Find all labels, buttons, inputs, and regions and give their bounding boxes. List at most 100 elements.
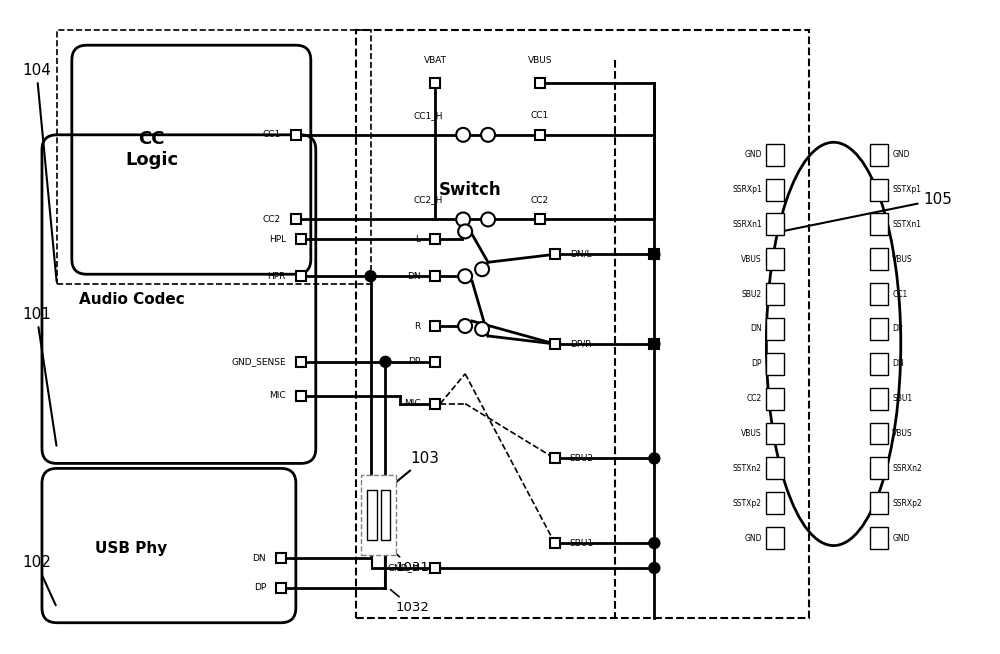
Text: 102: 102	[22, 555, 56, 605]
Circle shape	[458, 224, 472, 238]
Bar	[367, 490, 377, 540]
Circle shape	[475, 262, 489, 276]
Text: GND: GND	[744, 150, 762, 159]
Bar	[870, 179, 888, 201]
Text: SBU2: SBU2	[742, 290, 762, 299]
Bar	[291, 130, 301, 140]
Text: DP/R: DP/R	[570, 339, 591, 349]
Text: GND_M: GND_M	[387, 564, 420, 572]
Bar	[276, 553, 286, 563]
Bar	[430, 357, 440, 367]
Text: VBAT: VBAT	[424, 56, 447, 65]
Text: CC2: CC2	[747, 394, 762, 404]
Bar	[430, 234, 440, 245]
Text: USB Phy: USB Phy	[95, 541, 168, 555]
Circle shape	[481, 213, 495, 226]
Text: CC2_H: CC2_H	[414, 196, 443, 205]
Text: SSRXn2: SSRXn2	[892, 464, 922, 473]
Bar	[361, 475, 396, 555]
Bar	[550, 249, 560, 259]
Text: VBUS: VBUS	[741, 255, 762, 264]
Bar	[430, 321, 440, 331]
Bar	[766, 179, 784, 201]
Text: GND_SENSE: GND_SENSE	[231, 357, 286, 366]
Text: SSRXp1: SSRXp1	[732, 185, 762, 194]
Text: R: R	[414, 322, 420, 330]
Text: VBUS: VBUS	[528, 56, 552, 65]
Circle shape	[475, 322, 489, 336]
Bar	[296, 271, 306, 281]
Circle shape	[456, 128, 470, 142]
Circle shape	[649, 453, 660, 464]
Circle shape	[649, 538, 660, 549]
Text: 101: 101	[22, 307, 56, 446]
Text: SBU1: SBU1	[570, 539, 594, 547]
Text: VBUS: VBUS	[892, 255, 913, 264]
Bar	[766, 283, 784, 305]
Text: GND: GND	[892, 150, 910, 159]
Bar	[766, 527, 784, 549]
Circle shape	[458, 269, 472, 283]
Bar	[766, 422, 784, 445]
Bar	[870, 213, 888, 235]
Text: CC1: CC1	[531, 111, 549, 120]
Bar	[870, 492, 888, 514]
Text: HPR: HPR	[268, 271, 286, 281]
Bar	[870, 422, 888, 445]
Text: VBUS: VBUS	[741, 429, 762, 438]
Text: DN: DN	[750, 324, 762, 334]
Bar	[649, 339, 659, 349]
Text: 105: 105	[770, 192, 952, 234]
Bar	[430, 271, 440, 281]
Text: SSTXp1: SSTXp1	[892, 185, 921, 194]
Text: 103: 103	[385, 451, 439, 492]
Text: CC1_H: CC1_H	[414, 111, 443, 120]
Circle shape	[649, 339, 660, 349]
Text: CC1: CC1	[263, 130, 281, 139]
Circle shape	[649, 249, 660, 260]
Bar	[870, 457, 888, 479]
Text: CC2: CC2	[531, 196, 549, 205]
Bar	[870, 353, 888, 375]
Circle shape	[458, 319, 472, 333]
Bar	[276, 583, 286, 593]
Bar	[430, 399, 440, 409]
Text: HPL: HPL	[269, 235, 286, 244]
Bar	[535, 130, 545, 140]
Text: 104: 104	[22, 63, 57, 281]
Text: MIC: MIC	[404, 399, 420, 408]
Bar	[766, 388, 784, 409]
Circle shape	[649, 562, 660, 574]
Bar	[870, 527, 888, 549]
Text: SSTXp2: SSTXp2	[733, 499, 762, 508]
Bar	[296, 357, 306, 367]
Bar	[766, 213, 784, 235]
Text: L: L	[415, 235, 420, 244]
Bar	[766, 249, 784, 270]
Bar	[870, 318, 888, 340]
Circle shape	[380, 356, 391, 368]
Bar	[296, 390, 306, 401]
Text: Audio Codec: Audio Codec	[79, 292, 184, 307]
Text: DN: DN	[892, 359, 904, 368]
Text: 1032: 1032	[391, 590, 429, 614]
Text: SBU1: SBU1	[892, 394, 912, 404]
Text: GND: GND	[744, 534, 762, 543]
Bar	[430, 563, 440, 573]
Text: SSRXp2: SSRXp2	[892, 499, 922, 508]
Text: CC1: CC1	[892, 290, 908, 299]
Circle shape	[365, 271, 376, 282]
Bar	[766, 318, 784, 340]
Circle shape	[456, 213, 470, 226]
Text: DP: DP	[892, 324, 903, 334]
Bar	[649, 249, 659, 259]
Bar	[296, 234, 306, 245]
Text: GND: GND	[892, 534, 910, 543]
Bar	[870, 388, 888, 409]
Text: VBUS: VBUS	[892, 429, 913, 438]
Circle shape	[481, 128, 495, 142]
Text: DP: DP	[751, 359, 762, 368]
Text: DN: DN	[407, 271, 420, 281]
Text: CC
Logic: CC Logic	[125, 130, 178, 169]
Text: SSTXn2: SSTXn2	[733, 464, 762, 473]
